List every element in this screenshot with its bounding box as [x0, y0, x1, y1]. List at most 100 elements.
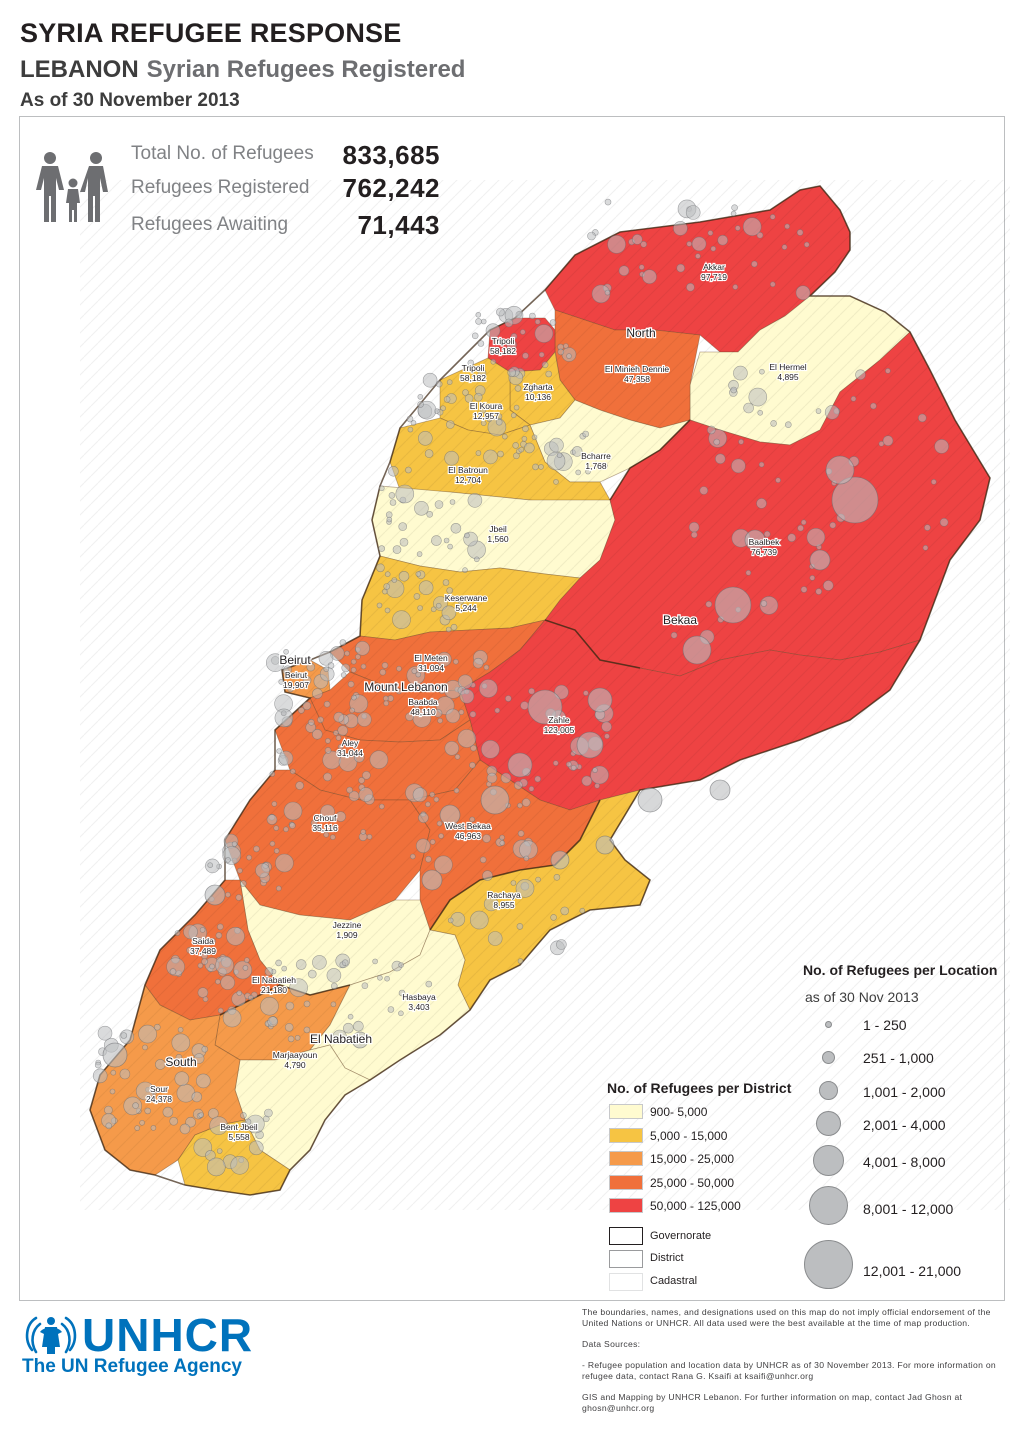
- svg-text:19,907: 19,907: [283, 680, 309, 690]
- svg-text:Keserwane: Keserwane: [445, 593, 488, 603]
- refugee-location-point: [405, 466, 412, 474]
- svg-text:Baalbek: Baalbek: [749, 537, 780, 547]
- refugee-location-point: [917, 413, 927, 423]
- refugee-location-point: [119, 1068, 131, 1080]
- refugee-location-point: [475, 318, 482, 325]
- refugee-location-point: [283, 648, 289, 655]
- refugee-location-point: [384, 975, 390, 982]
- svg-text:47,358: 47,358: [624, 374, 650, 384]
- refugee-location-point: [714, 453, 726, 465]
- refugee-location-point: [642, 269, 657, 285]
- refugee-location-point: [434, 500, 444, 509]
- refugee-stats: Total No. of Refugees 833,685 Refugees R…: [32, 140, 452, 240]
- refugee-location-point: [743, 402, 754, 414]
- legend-location-class: 4,001 - 8,000: [863, 1154, 946, 1170]
- refugee-location-point: [638, 264, 645, 271]
- refugee-location-point: [262, 988, 268, 994]
- refugee-location-point: [538, 351, 545, 358]
- svg-text:Baabda: Baabda: [408, 697, 438, 707]
- refugee-location-point: [388, 492, 396, 499]
- refugee-location-point: [398, 522, 408, 531]
- refugee-location-point: [571, 446, 583, 457]
- refugee-location-point: [563, 343, 569, 349]
- refugee-location-point: [377, 974, 383, 981]
- legend-boundary-label: Cadastral: [650, 1275, 698, 1287]
- refugee-location-point: [464, 394, 474, 403]
- refugee-location-point: [398, 1010, 404, 1017]
- refugee-location-point: [193, 1053, 205, 1064]
- refugee-location-point: [284, 1023, 294, 1032]
- refugee-location-point: [469, 710, 477, 718]
- refugee-location-point: [483, 449, 498, 465]
- refugee-location-point: [285, 1001, 295, 1011]
- refugee-location-point: [482, 834, 491, 843]
- governorate-boundaries: [89, 185, 991, 1196]
- refugee-location-point: [376, 602, 383, 609]
- refugee-location-point: [730, 210, 737, 217]
- data-source-item: - Refugee population and location data b…: [582, 1360, 996, 1381]
- svg-text:El Meten: El Meten: [414, 653, 448, 663]
- refugee-location-point: [425, 801, 431, 808]
- refugee-location-point: [430, 606, 437, 613]
- refugee-location-point: [353, 1020, 364, 1032]
- refugee-location-point: [592, 767, 598, 773]
- refugee-location-point: [499, 840, 506, 846]
- refugee-location-point: [445, 708, 461, 724]
- legend-location-date: as of 30 Nov 2013: [805, 989, 919, 1005]
- refugee-location-point: [323, 772, 332, 782]
- refugee-location-point: [426, 510, 434, 518]
- refugee-location-point: [412, 787, 428, 803]
- refugee-location-point: [207, 862, 213, 869]
- refugee-location-point: [446, 587, 454, 594]
- svg-text:31,044: 31,044: [337, 748, 363, 758]
- svg-text:Bent Jbeil: Bent Jbeil: [220, 1122, 257, 1132]
- refugee-location-point: [216, 1148, 223, 1154]
- refugee-location-point: [386, 516, 393, 523]
- refugee-location-point: [710, 245, 717, 252]
- refugee-location-point: [355, 640, 370, 656]
- refugee-location-point: [450, 522, 462, 534]
- refugee-location-point: [201, 958, 208, 965]
- refugee-location-point: [350, 667, 357, 673]
- refugee-location-point: [236, 990, 243, 996]
- svg-text:46,963: 46,963: [455, 831, 481, 841]
- refugee-location-point: [340, 672, 347, 678]
- refugee-location-point: [415, 838, 431, 854]
- refugee-location-point: [154, 1023, 161, 1031]
- refugee-location-point: [142, 1044, 148, 1051]
- legend-district-class: 25,000 - 50,000: [650, 1176, 735, 1190]
- legend-location-class: 1,001 - 2,000: [863, 1084, 946, 1100]
- svg-text:Saida: Saida: [192, 936, 214, 946]
- refugee-location-point: [378, 803, 385, 810]
- refugee-location-point: [287, 685, 294, 693]
- refugee-location-point: [150, 1125, 157, 1131]
- refugee-location-point: [337, 743, 344, 750]
- governorate-label: North: [626, 326, 655, 340]
- refugee-location-point: [310, 1034, 317, 1041]
- refugee-location-point: [318, 650, 334, 666]
- refugee-location-point: [335, 735, 342, 741]
- refugee-location-point: [388, 465, 399, 477]
- refugee-location-point: [191, 1091, 203, 1103]
- refugee-location-point: [517, 958, 524, 964]
- refugee-location-point: [269, 840, 276, 847]
- refugee-location-point: [155, 1059, 166, 1070]
- svg-text:37,489: 37,489: [190, 946, 216, 956]
- refugee-location-point: [512, 442, 520, 449]
- refugee-location-point: [482, 870, 493, 881]
- refugee-location-point: [435, 602, 442, 609]
- refugee-location-point: [395, 484, 415, 504]
- refugee-location-point: [579, 907, 586, 914]
- refugee-location-point: [469, 910, 489, 930]
- refugee-location-point: [480, 407, 487, 414]
- svg-text:Rachaya: Rachaya: [487, 890, 521, 900]
- refugee-location-point: [604, 733, 610, 740]
- refugee-location-point: [240, 1112, 247, 1119]
- refugee-location-point: [358, 777, 365, 784]
